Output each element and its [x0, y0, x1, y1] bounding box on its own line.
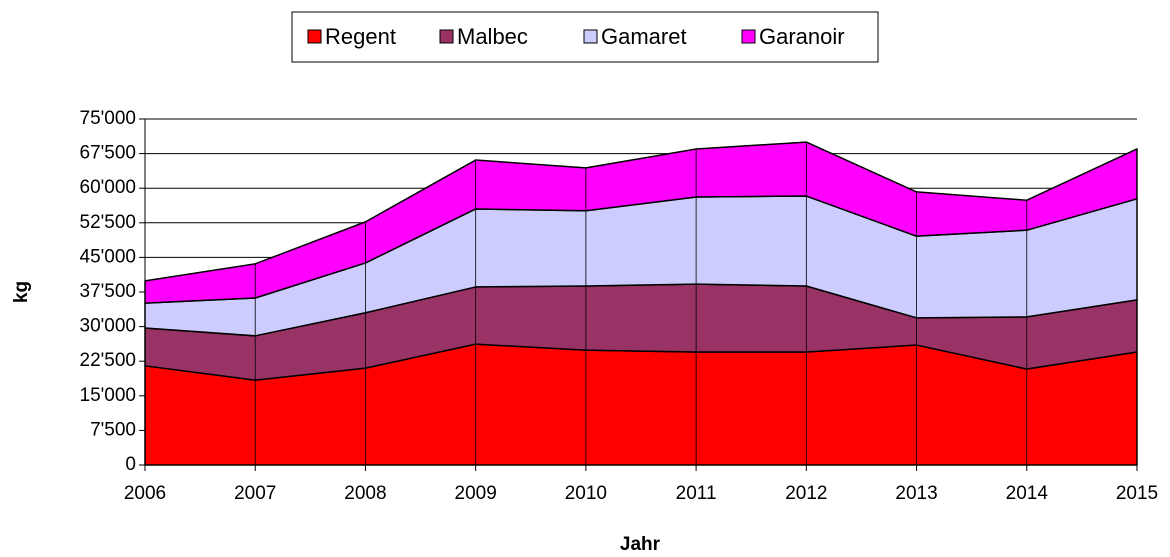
y-tick-label: 60'000: [80, 177, 136, 198]
y-tick-label: 37'500: [80, 281, 136, 302]
legend-label: Malbec: [457, 24, 528, 49]
y-tick-label: 22'500: [80, 350, 136, 371]
legend-swatch: [741, 29, 756, 44]
x-tick-label: 2008: [344, 483, 386, 504]
x-tick-label: 2006: [124, 483, 166, 504]
y-axis-title: kg: [11, 281, 32, 303]
y-tick-label: 15'000: [80, 385, 136, 406]
y-tick-label: 52'500: [80, 212, 136, 233]
x-axis-title: Jahr: [620, 534, 661, 555]
y-tick-label: 30'000: [80, 316, 136, 337]
legend-label: Regent: [325, 24, 396, 49]
legend-label: Gamaret: [601, 24, 687, 49]
x-tick-label: 2013: [895, 483, 937, 504]
y-tick-label: 45'000: [80, 246, 136, 267]
x-tick-label: 2009: [455, 483, 497, 504]
x-tick-label: 2015: [1116, 483, 1158, 504]
y-tick-label: 7'500: [90, 419, 136, 440]
y-tick-label: 0: [125, 454, 136, 475]
x-tick-label: 2012: [785, 483, 827, 504]
legend-swatch: [307, 29, 322, 44]
y-tick-label: 75'000: [80, 108, 136, 129]
x-tick-label: 2014: [1006, 483, 1049, 504]
legend-swatch: [583, 29, 598, 44]
x-tick-label: 2010: [565, 483, 607, 504]
x-tick-label: 2011: [676, 483, 717, 504]
x-tick-label: 2007: [234, 483, 276, 504]
y-tick-label: 67'500: [80, 143, 136, 164]
legend-label: Garanoir: [759, 24, 845, 49]
legend-swatch: [439, 29, 454, 44]
